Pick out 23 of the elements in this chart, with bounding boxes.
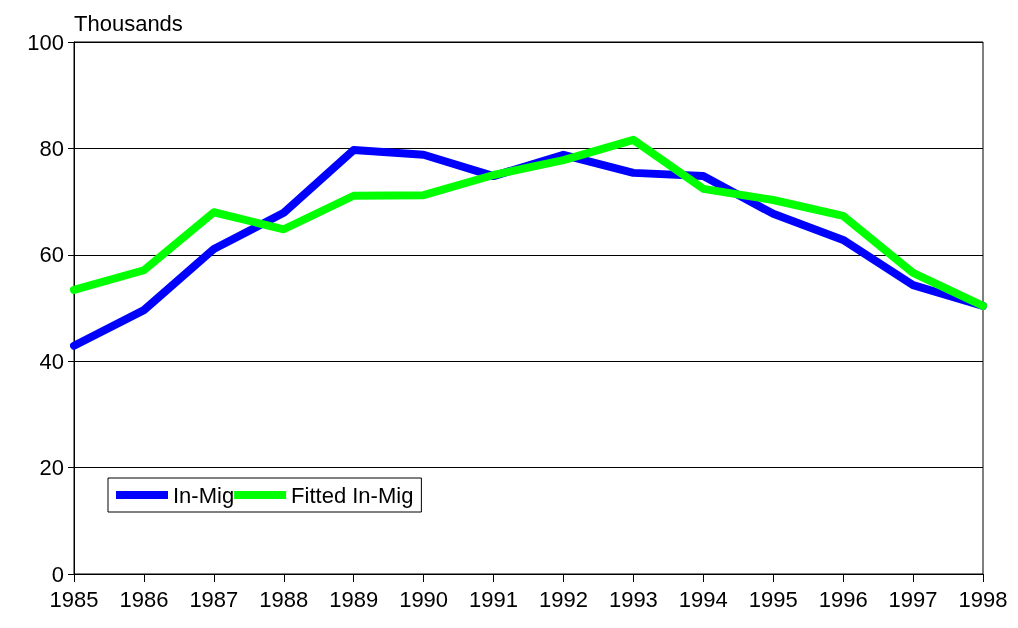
x-tick-label: 1990 bbox=[399, 586, 449, 612]
x-tick-label: 1993 bbox=[608, 586, 658, 612]
x-tick-label: 1989 bbox=[329, 586, 379, 612]
x-tick-label: 1997 bbox=[888, 586, 938, 612]
y-axis-title: Thousands bbox=[74, 10, 183, 36]
y-tick-label: 20 bbox=[39, 455, 64, 481]
legend-label: In-Mig bbox=[173, 482, 235, 508]
x-tick-label: 1994 bbox=[678, 586, 728, 612]
x-tick-label: 1996 bbox=[818, 586, 868, 612]
x-tick-label: 1987 bbox=[189, 586, 239, 612]
y-tick-label: 0 bbox=[51, 561, 64, 587]
x-tick-label: 1985 bbox=[49, 586, 99, 612]
x-tick-label: 1995 bbox=[748, 586, 798, 612]
y-tick-label: 40 bbox=[39, 348, 64, 374]
x-tick-label: 1992 bbox=[538, 586, 588, 612]
x-tick-label: 1998 bbox=[958, 586, 1008, 612]
legend-label: Fitted In-Mig bbox=[291, 482, 414, 508]
x-tick-label: 1986 bbox=[119, 586, 169, 612]
y-tick-label: 60 bbox=[39, 242, 64, 268]
y-tick-label: 100 bbox=[27, 29, 64, 55]
x-tick-label: 1988 bbox=[259, 586, 309, 612]
x-tick-label: 1991 bbox=[469, 586, 519, 612]
y-tick-label: 80 bbox=[39, 135, 64, 161]
